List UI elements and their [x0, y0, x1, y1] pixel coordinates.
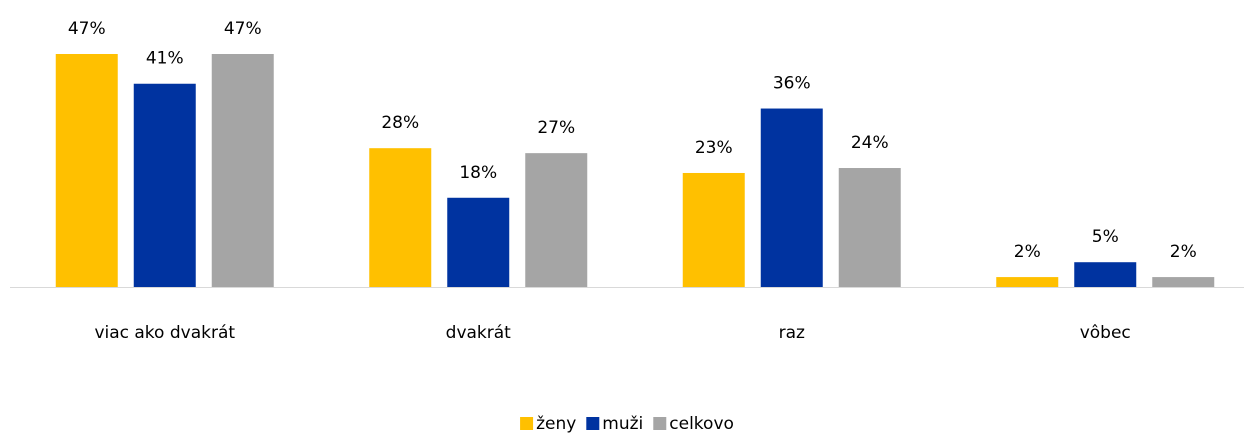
data-label: 36% [773, 74, 811, 94]
legend-label: celkovo [669, 414, 734, 434]
bar [1152, 277, 1215, 287]
bar [369, 148, 432, 287]
bar [1074, 262, 1137, 287]
x-tick-label: dvakrát [446, 323, 512, 343]
legend-label: ženy [536, 414, 576, 434]
bar [760, 108, 823, 287]
data-label: 47% [68, 19, 106, 39]
data-label: 2% [1014, 242, 1041, 262]
x-tick-label: vôbec [1080, 323, 1131, 343]
legend-swatch [586, 417, 600, 430]
data-label: 47% [224, 19, 262, 39]
data-label: 18% [459, 163, 497, 183]
data-label: 41% [146, 49, 184, 69]
data-label: 24% [851, 133, 889, 153]
x-tick-label: raz [779, 323, 805, 343]
bar [838, 168, 901, 287]
bar [133, 83, 196, 287]
bar [55, 54, 118, 287]
bar [996, 277, 1059, 287]
data-label: 27% [537, 118, 575, 138]
data-label: 5% [1092, 227, 1119, 247]
data-label: 2% [1170, 242, 1197, 262]
legend-swatch [520, 417, 534, 430]
bar [525, 153, 588, 287]
x-tick-label: viac ako dvakrát [94, 323, 235, 343]
bar [447, 197, 510, 287]
legend-swatch [653, 417, 667, 430]
data-label: 28% [381, 113, 419, 133]
bar [211, 54, 274, 287]
legend-label: muži [602, 414, 643, 434]
bar [682, 172, 745, 287]
data-label: 23% [695, 138, 733, 158]
